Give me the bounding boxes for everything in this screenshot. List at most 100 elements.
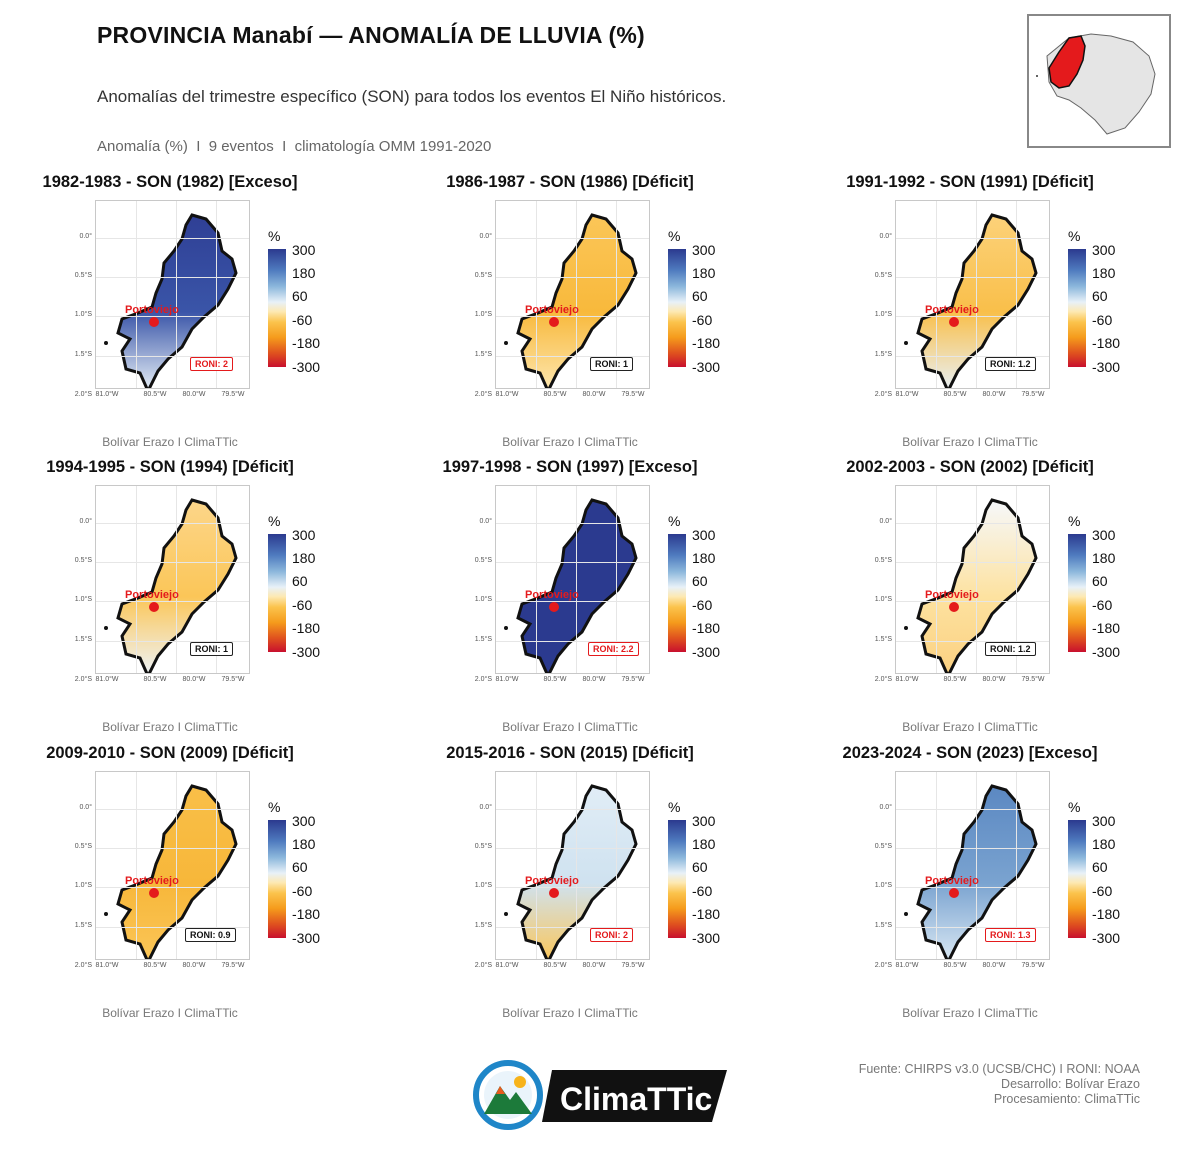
- x-tick-label: 79.5°W: [621, 676, 645, 683]
- y-tick-label: 0.5°S: [74, 272, 92, 279]
- x-tick-label: 80.5°W: [943, 676, 967, 683]
- legend-label: 300: [1092, 527, 1116, 543]
- y-tick-label: 0.0°: [879, 233, 892, 240]
- legend-color-bar: [668, 820, 686, 938]
- y-tick-label: 2.0°S: [474, 676, 492, 683]
- y-tick-label: 0.0°: [79, 233, 92, 240]
- panel-title: 1997-1998 - SON (1997) [Exceso]: [442, 458, 698, 476]
- legend-label: 180: [692, 836, 716, 852]
- city-marker: [949, 602, 959, 612]
- legend-label: 300: [692, 813, 716, 829]
- page-subtitle: Anomalías del trimestre específico (SON)…: [97, 87, 727, 106]
- panel-title: 1982-1983 - SON (1982) [Exceso]: [42, 173, 298, 191]
- legend-unit: %: [268, 228, 281, 244]
- city-marker: [149, 602, 159, 612]
- map-panel: 1982-1983 - SON (1982) [Exceso] 0.0° 0.5°S…: [0, 173, 400, 459]
- x-tick-label: 80.5°W: [943, 391, 967, 398]
- source-line: Fuente: CHIRPS v3.0 (UCSB/CHC) I RONI: N…: [858, 1062, 1140, 1076]
- y-tick-label: 1.0°S: [474, 596, 492, 603]
- province-shape: [904, 784, 1038, 959]
- roni-badge: RONI: 2: [590, 928, 634, 942]
- y-tick-label: 0.5°S: [474, 843, 492, 850]
- roni-badge: RONI: 1: [190, 642, 234, 656]
- y-tick-label: 1.0°S: [474, 311, 492, 318]
- y-tick-label: 1.0°S: [74, 311, 92, 318]
- panel-title: 1994-1995 - SON (1994) [Déficit]: [46, 458, 294, 476]
- legend-label: -60: [692, 883, 713, 899]
- panel-title: 1986-1987 - SON (1986) [Déficit]: [446, 173, 694, 191]
- legend-label: 180: [1092, 265, 1116, 281]
- y-tick-label: 1.5°S: [474, 922, 492, 929]
- map-panel: 1997-1998 - SON (1997) [Exceso] 0.0° 0.5°S…: [400, 458, 800, 744]
- legend-unit: %: [1068, 513, 1081, 529]
- legend-unit: %: [668, 513, 681, 529]
- map-panel: 1986-1987 - SON (1986) [Déficit] 0.0° 0.5°…: [400, 173, 800, 459]
- panel-credit: Bolívar Erazo I ClimaTTic: [902, 1006, 1038, 1020]
- x-tick-label: 79.5°W: [221, 962, 245, 969]
- x-tick-label: 80.0°W: [982, 962, 1006, 969]
- map-frame: [95, 485, 250, 674]
- x-tick-label: 80.5°W: [143, 962, 167, 969]
- legend-label: 60: [692, 288, 708, 304]
- y-tick-label: 0.5°S: [74, 557, 92, 564]
- legend-label: 300: [692, 242, 716, 258]
- y-tick-label: 0.5°S: [474, 557, 492, 564]
- legend-label: 60: [292, 573, 308, 589]
- legend-label: -300: [292, 930, 321, 946]
- legend-label: -300: [692, 930, 721, 946]
- city-marker: [949, 888, 959, 898]
- roni-badge: RONI: 1: [590, 357, 634, 371]
- y-tick-label: 0.5°S: [874, 272, 892, 279]
- roni-badge: RONI: 1.2: [985, 357, 1036, 371]
- x-tick-label: 80.0°W: [182, 391, 206, 398]
- legend-label: 180: [292, 550, 316, 566]
- legend-label: 60: [292, 288, 308, 304]
- x-tick-label: 81.0°W: [95, 676, 119, 683]
- panel-credit: Bolívar Erazo I ClimaTTic: [102, 720, 238, 734]
- legend-label: 180: [1092, 836, 1116, 852]
- x-tick-label: 81.0°W: [495, 962, 519, 969]
- y-tick-label: 1.0°S: [74, 596, 92, 603]
- legend-label: -60: [1092, 312, 1113, 328]
- x-tick-label: 80.0°W: [582, 391, 606, 398]
- legend-unit: %: [268, 799, 281, 815]
- legend-label: -60: [692, 312, 713, 328]
- map-panel: 2002-2003 - SON (2002) [Déficit] 0.0° 0.5°…: [800, 458, 1200, 744]
- page-title: PROVINCIA Manabí — ANOMALÍA DE LLUVIA (%…: [97, 22, 645, 48]
- y-tick-label: 2.0°S: [74, 676, 92, 683]
- y-tick-label: 2.0°S: [874, 676, 892, 683]
- province-shape: [104, 784, 238, 959]
- province-shape: [904, 498, 1038, 673]
- y-tick-label: 1.5°S: [474, 636, 492, 643]
- legend-label: -300: [292, 359, 321, 375]
- svg-text:ClimaTTic: ClimaTTic: [560, 1081, 712, 1117]
- legend-label: -300: [692, 644, 721, 660]
- legend-label: 300: [1092, 813, 1116, 829]
- legend-label: -300: [1092, 644, 1121, 660]
- city-marker: [149, 888, 159, 898]
- locator-inset-map: [1027, 14, 1171, 148]
- province-shape: [504, 784, 638, 959]
- x-tick-label: 81.0°W: [895, 676, 919, 683]
- y-tick-label: 1.0°S: [874, 882, 892, 889]
- legend-label: -180: [1092, 906, 1121, 922]
- x-tick-label: 80.5°W: [543, 676, 567, 683]
- legend-label: -60: [292, 597, 313, 613]
- x-tick-label: 80.5°W: [943, 962, 967, 969]
- legend-unit: %: [1068, 228, 1081, 244]
- map-frame: [95, 200, 250, 389]
- y-tick-label: 2.0°S: [474, 962, 492, 969]
- map-frame: [895, 200, 1050, 389]
- legend-unit: %: [268, 513, 281, 529]
- roni-badge: RONI: 2.2: [588, 642, 639, 656]
- x-tick-label: 80.0°W: [582, 962, 606, 969]
- y-tick-label: 1.5°S: [74, 351, 92, 358]
- legend-label: 180: [1092, 550, 1116, 566]
- y-tick-label: 1.0°S: [874, 311, 892, 318]
- legend-label: 300: [292, 813, 316, 829]
- y-tick-label: 0.0°: [879, 804, 892, 811]
- x-tick-label: 79.5°W: [221, 391, 245, 398]
- legend-label: 60: [1092, 573, 1108, 589]
- legend-color-bar: [268, 534, 286, 652]
- panel-credit: Bolívar Erazo I ClimaTTic: [502, 435, 638, 449]
